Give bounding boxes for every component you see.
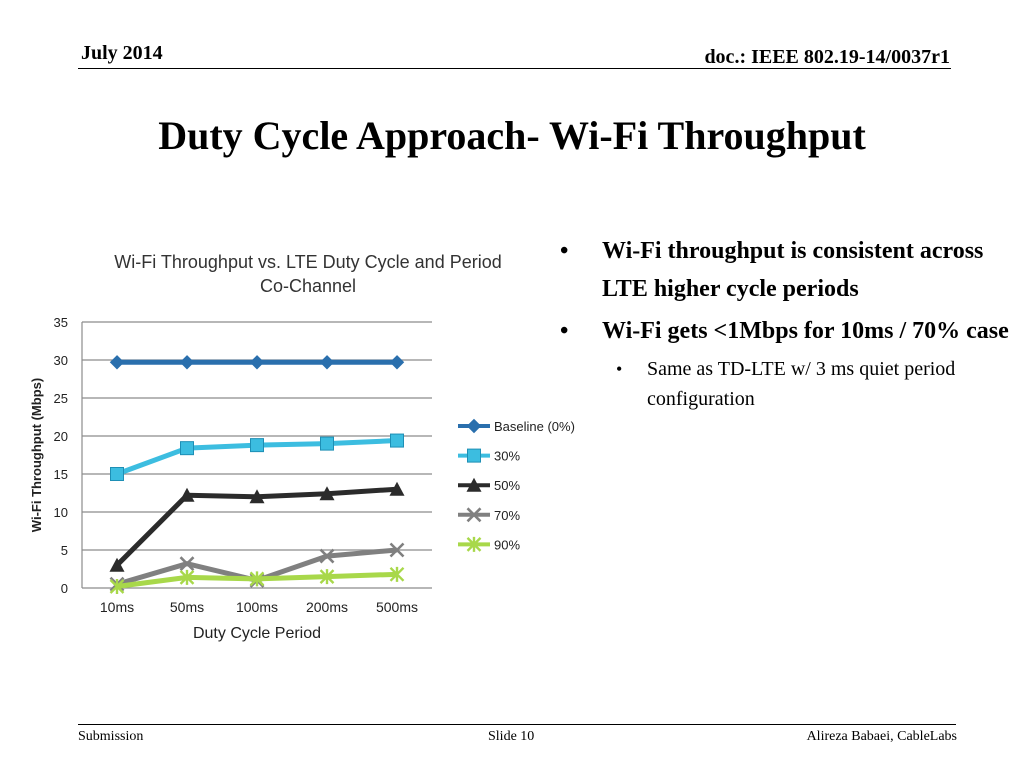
slide-title: Duty Cycle Approach- Wi-Fi Throughput [158, 113, 866, 158]
x-tick-label: 50ms [170, 599, 204, 615]
x-tick-label: 10ms [100, 599, 134, 615]
bullet-icon: • [560, 238, 569, 264]
legend-marker [466, 418, 482, 434]
data-point [179, 569, 195, 585]
data-point [320, 436, 334, 451]
data-point [249, 571, 265, 587]
bullet-list: • Wi-Fi throughput is consistent across … [560, 232, 1020, 414]
x-tick-label: 100ms [236, 599, 278, 615]
line-chart: Wi-Fi Throughput vs. LTE Duty Cycle and … [29, 252, 575, 642]
y-axis-label: Wi-Fi Throughput (Mbps) [29, 378, 44, 532]
data-point [319, 486, 335, 501]
bullet-item: • Wi-Fi throughput is consistent across … [560, 232, 1020, 308]
legend-label: Baseline (0%) [494, 419, 575, 434]
y-tick-label: 5 [61, 543, 68, 558]
bullet-text: Wi-Fi gets <1Mbps for 10ms / 70% case [602, 318, 1009, 344]
legend-label: 90% [494, 537, 520, 552]
data-point [249, 489, 265, 504]
data-point [319, 569, 335, 585]
footer-submission: Submission [78, 729, 144, 744]
x-tick-label: 200ms [306, 599, 348, 615]
data-point [389, 542, 405, 558]
x-axis-label: Duty Cycle Period [193, 625, 321, 642]
footer-slide-number: Slide 10 [488, 729, 535, 744]
legend-label: 30% [494, 449, 520, 464]
footer-author: Alireza Babaei, CableLabs [806, 729, 957, 744]
legend-label: 70% [494, 508, 520, 523]
legend-marker [466, 536, 482, 552]
x-tick-label: 500ms [376, 599, 418, 615]
header-date: July 2014 [81, 42, 163, 64]
data-point [389, 566, 405, 582]
y-tick-label: 25 [54, 391, 68, 406]
y-tick-label: 30 [54, 353, 68, 368]
data-point [109, 355, 125, 370]
data-point [179, 556, 195, 572]
y-tick-label: 10 [54, 505, 68, 520]
data-point [109, 557, 125, 572]
sub-bullet-item: • Same as TD-LTE w/ 3 ms quiet period co… [560, 354, 1020, 414]
data-point [389, 355, 405, 370]
legend-marker [467, 448, 481, 463]
footer-divider [78, 724, 956, 725]
data-point [179, 487, 195, 502]
legend-marker [466, 477, 482, 492]
data-point [250, 438, 264, 453]
header-doc-id: doc.: IEEE 802.19-14/0037r1 [704, 46, 950, 68]
bullet-icon: • [616, 359, 623, 379]
data-point [179, 355, 195, 370]
data-point [319, 548, 335, 564]
y-tick-label: 15 [54, 467, 68, 482]
y-tick-label: 20 [54, 429, 68, 444]
chart-title: Wi-Fi Throughput vs. LTE Duty Cycle and … [114, 252, 501, 272]
legend-label: 50% [494, 478, 520, 493]
data-point [110, 467, 124, 481]
data-point [180, 441, 194, 456]
bullet-text: Wi-Fi throughput is consistent across LT… [602, 238, 984, 302]
header-divider [78, 68, 951, 69]
y-tick-label: 35 [54, 315, 68, 330]
data-point [249, 355, 265, 370]
bullet-icon: • [560, 318, 569, 344]
sub-bullet-text: Same as TD-LTE w/ 3 ms quiet period conf… [647, 358, 956, 410]
y-tick-label: 0 [61, 581, 68, 596]
chart-container: Wi-Fi Throughput vs. LTE Duty Cycle and … [0, 240, 610, 660]
data-point [389, 481, 405, 496]
data-point [390, 433, 404, 448]
bullet-item: • Wi-Fi gets <1Mbps for 10ms / 70% case [560, 312, 1020, 350]
chart-subtitle: Co-Channel [260, 276, 356, 296]
legend-marker [466, 507, 482, 523]
data-point [319, 355, 335, 370]
data-point [109, 578, 125, 594]
